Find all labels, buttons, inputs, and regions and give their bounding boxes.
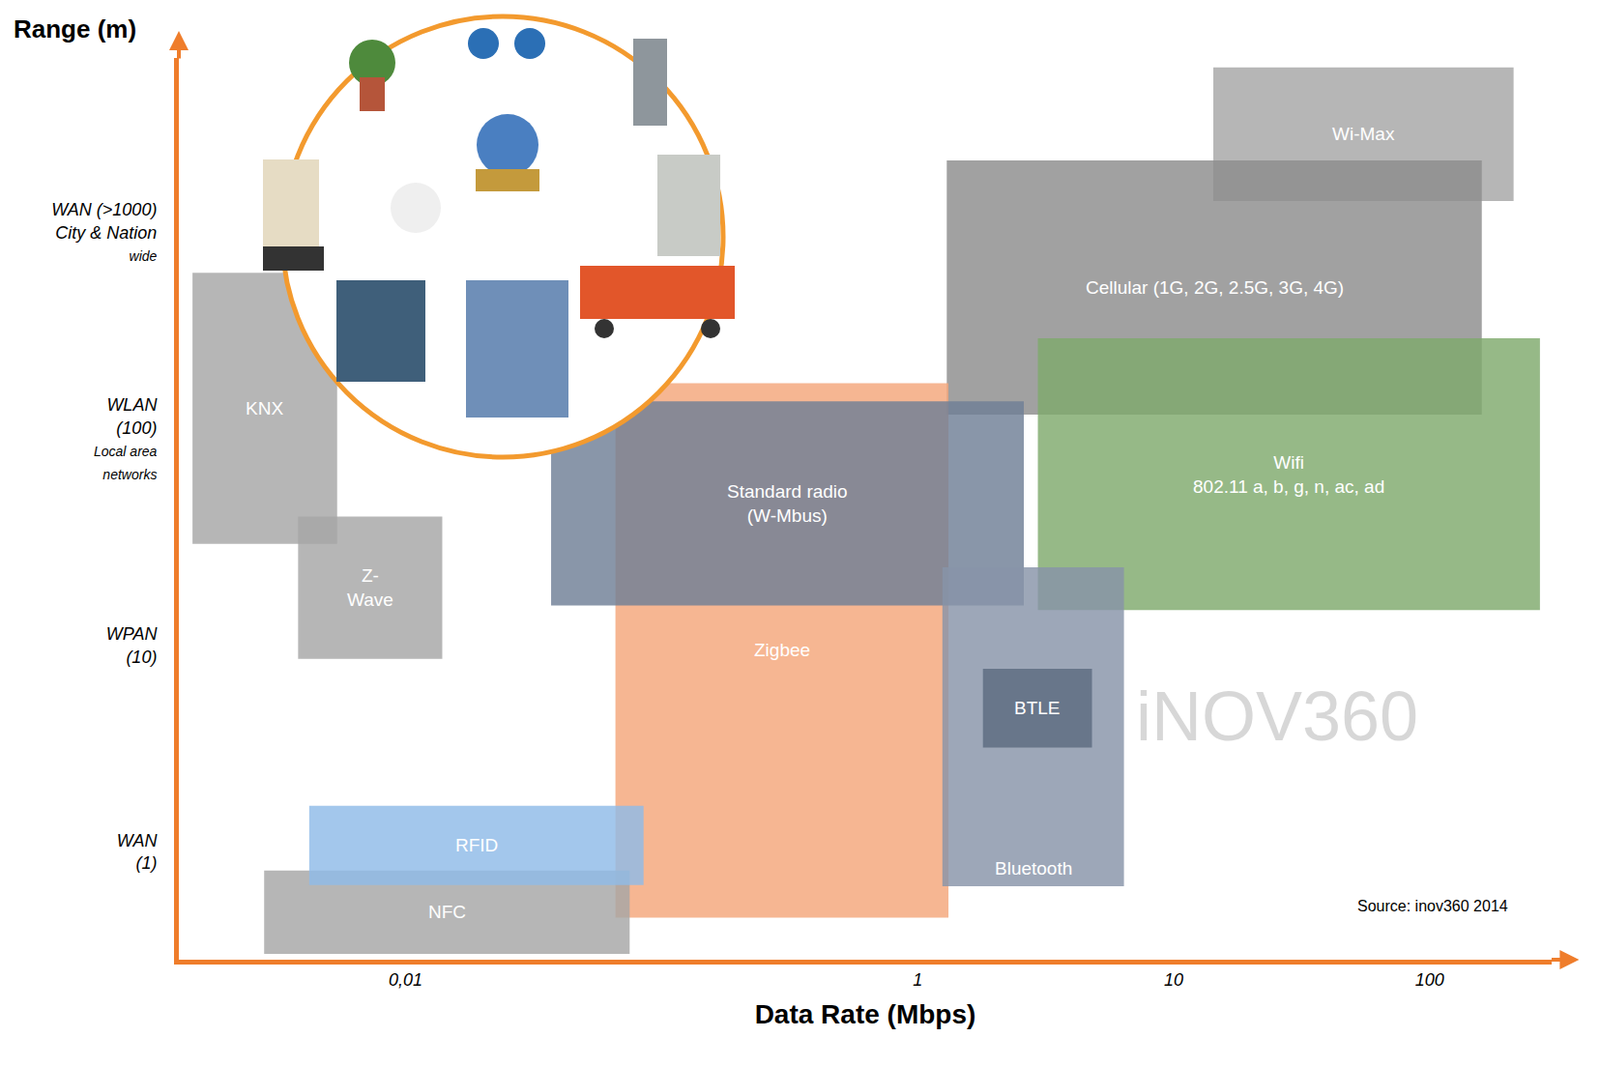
svg-text:KNX: KNX <box>245 398 284 419</box>
svg-text:WAN(1): WAN(1) <box>116 831 159 873</box>
svg-text:Wifi802.11 a, b, g, n, ac, ad: Wifi802.11 a, b, g, n, ac, ad <box>1192 452 1385 497</box>
svg-text:BTLE: BTLE <box>1014 698 1061 719</box>
svg-text:10: 10 <box>1163 970 1184 990</box>
svg-text:1: 1 <box>912 970 923 990</box>
svg-text:WLAN(100)Local areanetworks: WLAN(100)Local areanetworks <box>93 395 158 482</box>
svg-text:iNOV360: iNOV360 <box>1135 677 1419 756</box>
svg-text:0,01: 0,01 <box>388 970 423 990</box>
svg-text:NFC: NFC <box>428 901 466 923</box>
svg-text:Range (m): Range (m) <box>13 14 137 44</box>
svg-text:WAN (>1000)City & Nationwide: WAN (>1000)City & Nationwide <box>51 200 157 264</box>
svg-text:100: 100 <box>1415 970 1445 990</box>
svg-text:Source: inov360 2014: Source: inov360 2014 <box>1357 898 1509 915</box>
svg-text:Standard radio(W-Mbus): Standard radio(W-Mbus) <box>727 481 848 526</box>
svg-text:Z-Wave: Z-Wave <box>347 565 394 611</box>
svg-text:Wi-Max: Wi-Max <box>1332 123 1396 145</box>
svg-text:Cellular (1G, 2G, 2.5G, 3G, 4G: Cellular (1G, 2G, 2.5G, 3G, 4G) <box>1085 277 1344 298</box>
svg-text:RFID: RFID <box>455 835 498 856</box>
svg-text:WPAN(10): WPAN(10) <box>106 624 159 667</box>
svg-text:Zigbee: Zigbee <box>754 640 811 661</box>
svg-text:Bluetooth: Bluetooth <box>994 858 1073 879</box>
svg-text:Data Rate (Mbps): Data Rate (Mbps) <box>755 999 977 1030</box>
